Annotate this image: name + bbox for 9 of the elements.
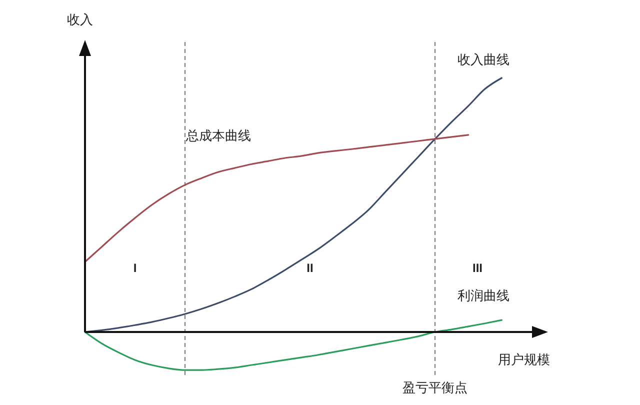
annotation: II (306, 261, 314, 275)
series-label: 收入曲线 (458, 52, 510, 67)
text: 盈亏平衡点 (402, 380, 468, 395)
series-label: 总成本曲线 (184, 128, 251, 143)
y-axis-title: 收入 (67, 12, 93, 27)
x-axis-title: 用户规模 (498, 352, 550, 367)
annotation: III (472, 261, 483, 275)
annotation: I (133, 261, 137, 275)
series-label: 利润曲线 (458, 288, 510, 304)
